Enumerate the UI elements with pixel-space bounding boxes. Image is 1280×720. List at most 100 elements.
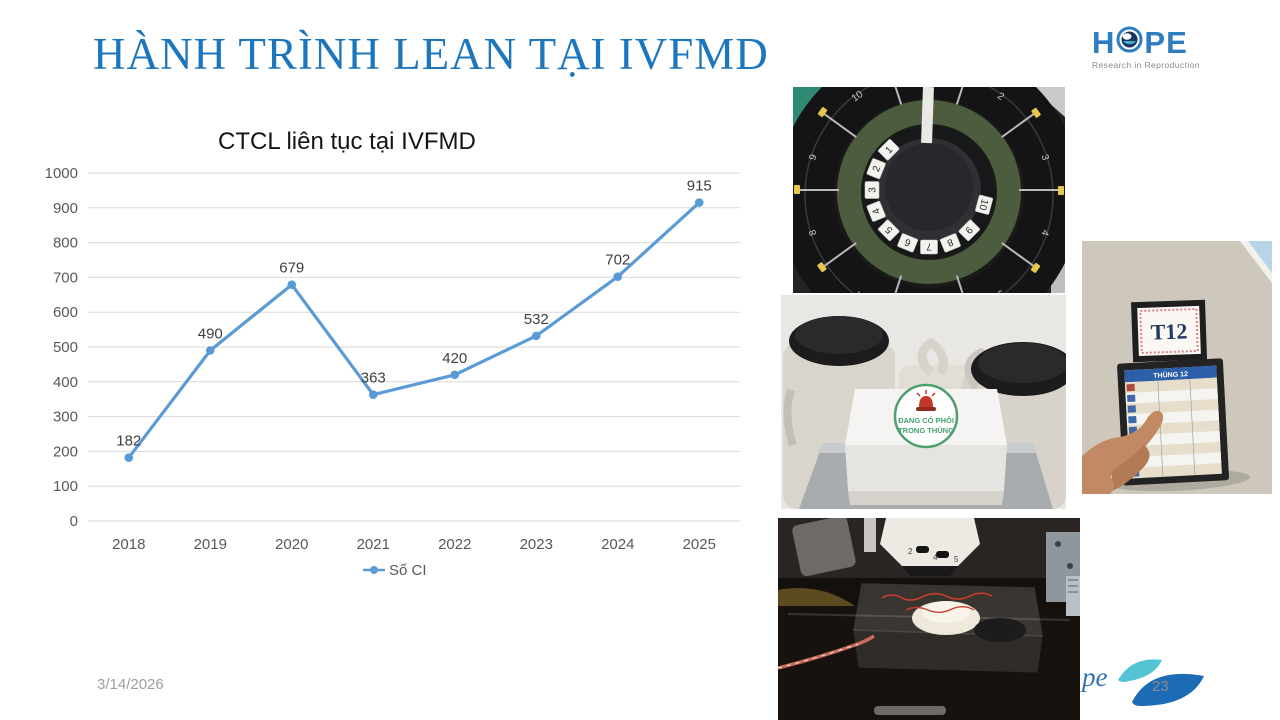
acrylic-box bbox=[853, 583, 1043, 673]
footer-script-signature: pe bbox=[1082, 662, 1108, 692]
log-row bbox=[1128, 441, 1221, 458]
position-tag bbox=[866, 158, 886, 179]
turret-number: 2 bbox=[908, 547, 913, 556]
ring-number: 5 bbox=[995, 287, 1006, 293]
page-number: 23 bbox=[1152, 678, 1169, 695]
data-point-marker bbox=[694, 198, 704, 207]
alert-label-line1: ĐANG CÓ PHÔI bbox=[898, 416, 954, 425]
position-tag-number: 7 bbox=[926, 241, 932, 252]
y-tick-label: 1000 bbox=[45, 165, 78, 182]
photo-tank-card-t12: T12 THÙNG 12 bbox=[1082, 241, 1272, 494]
data-point-marker bbox=[368, 390, 378, 399]
hand bbox=[1082, 410, 1164, 494]
cane-clip bbox=[817, 107, 828, 118]
x-tick-label: 2021 bbox=[357, 536, 390, 553]
position-tag bbox=[864, 181, 880, 199]
data-point-marker bbox=[205, 346, 215, 355]
photo-cryo-canister-carousel: 1234567891012345678910 bbox=[793, 87, 1065, 293]
cane-rod bbox=[1001, 111, 1037, 138]
x-tick-label: 2024 bbox=[601, 536, 634, 553]
cane-rod bbox=[1001, 242, 1037, 269]
cane-rod bbox=[821, 242, 857, 269]
ring-number: 8 bbox=[807, 228, 819, 237]
alert-label bbox=[893, 383, 959, 449]
cane-clip bbox=[1031, 107, 1041, 118]
foam-box-front bbox=[845, 445, 1007, 491]
footer-date: 3/14/2026 bbox=[97, 676, 164, 693]
ring-number: 9 bbox=[807, 153, 819, 162]
ring-number: 4 bbox=[1038, 228, 1050, 237]
y-tick-label: 700 bbox=[53, 269, 78, 286]
cane-clip bbox=[1030, 262, 1041, 273]
hope-logo: H PE Research in Reproduction bbox=[1092, 26, 1222, 70]
data-point-label: 679 bbox=[279, 260, 304, 277]
log-row-index-cell bbox=[1127, 405, 1136, 413]
leaf-logo bbox=[1110, 650, 1210, 715]
objective-turret: 2 4 5 bbox=[880, 518, 980, 576]
data-point-marker bbox=[450, 370, 460, 380]
y-tick-label: 400 bbox=[53, 374, 78, 391]
data-point-label: 182 bbox=[116, 433, 141, 450]
position-tag-number: 6 bbox=[903, 236, 913, 248]
data-point-marker bbox=[531, 331, 541, 341]
position-tag bbox=[920, 239, 938, 255]
position-tag-number: 4 bbox=[871, 206, 883, 216]
ring-number: 2 bbox=[995, 91, 1006, 103]
data-point-marker bbox=[287, 280, 297, 290]
t12-sign-label: T12 bbox=[1150, 318, 1188, 344]
log-row bbox=[1124, 377, 1218, 394]
log-row bbox=[1126, 398, 1219, 415]
cane-clip bbox=[817, 262, 827, 273]
log-row-index-cell bbox=[1126, 383, 1135, 392]
y-tick-label: 200 bbox=[53, 443, 78, 460]
hope-logo-word: H PE bbox=[1092, 26, 1222, 58]
ring-number: 7 bbox=[852, 287, 863, 293]
red-handwriting bbox=[881, 592, 993, 601]
straw-strip bbox=[921, 87, 934, 144]
x-tick-label: 2019 bbox=[194, 536, 227, 553]
legend-marker-dot bbox=[370, 566, 378, 574]
stage-bracket bbox=[1046, 532, 1080, 616]
position-tag-number: 10 bbox=[976, 198, 990, 212]
data-point-marker bbox=[124, 453, 134, 462]
position-tag-number: 3 bbox=[868, 187, 879, 193]
data-point-label: 490 bbox=[198, 325, 223, 342]
y-tick-label: 100 bbox=[53, 478, 78, 495]
hope-logo-pe: PE bbox=[1144, 24, 1188, 60]
hope-logo-tagline: Research in Reproduction bbox=[1092, 60, 1200, 70]
y-tick-label: 0 bbox=[70, 513, 78, 530]
cane-clip bbox=[1058, 186, 1064, 195]
x-tick-label: 2018 bbox=[112, 536, 145, 553]
log-row bbox=[1128, 452, 1222, 468]
x-tick-label: 2020 bbox=[275, 536, 308, 553]
position-tag-number: 2 bbox=[871, 164, 883, 174]
log-row-index-cell bbox=[1127, 394, 1136, 403]
leaf-top bbox=[1118, 659, 1162, 682]
data-point-label: 532 bbox=[524, 311, 549, 328]
photo-embryo-transport-box: ĐANG CÓ PHÔI TRONG THÙNG bbox=[781, 295, 1066, 509]
cane-rod bbox=[894, 87, 903, 105]
turret-number: 4 bbox=[933, 553, 938, 562]
log-row-index-cell bbox=[1128, 415, 1137, 424]
position-tag-number: 8 bbox=[945, 236, 955, 248]
cane-rod bbox=[894, 275, 903, 293]
cane-rod bbox=[955, 87, 964, 105]
siren-icon bbox=[916, 390, 936, 411]
microscope-arm bbox=[792, 518, 856, 577]
cane-rod bbox=[821, 111, 857, 138]
slide-title: HÀNH TRÌNH LEAN TẠI IVFMD bbox=[93, 29, 769, 79]
y-tick-label: 300 bbox=[53, 409, 78, 426]
chart-title: CTCL liên tục tại IVFMD bbox=[218, 128, 476, 155]
data-point-label: 420 bbox=[442, 350, 467, 367]
position-tag bbox=[958, 219, 980, 241]
series-line bbox=[127, 200, 701, 460]
data-point-label: 915 bbox=[687, 178, 712, 195]
cane-clip bbox=[794, 185, 800, 194]
y-tick-label: 500 bbox=[53, 339, 78, 356]
photo-microscope-stage: 2 4 5 bbox=[778, 518, 1080, 720]
position-tag bbox=[878, 219, 900, 241]
legend-label: Số CI bbox=[389, 562, 427, 579]
x-tick-label: 2025 bbox=[683, 536, 716, 553]
position-tag bbox=[897, 233, 918, 253]
t12-sign: T12 bbox=[1131, 299, 1208, 363]
